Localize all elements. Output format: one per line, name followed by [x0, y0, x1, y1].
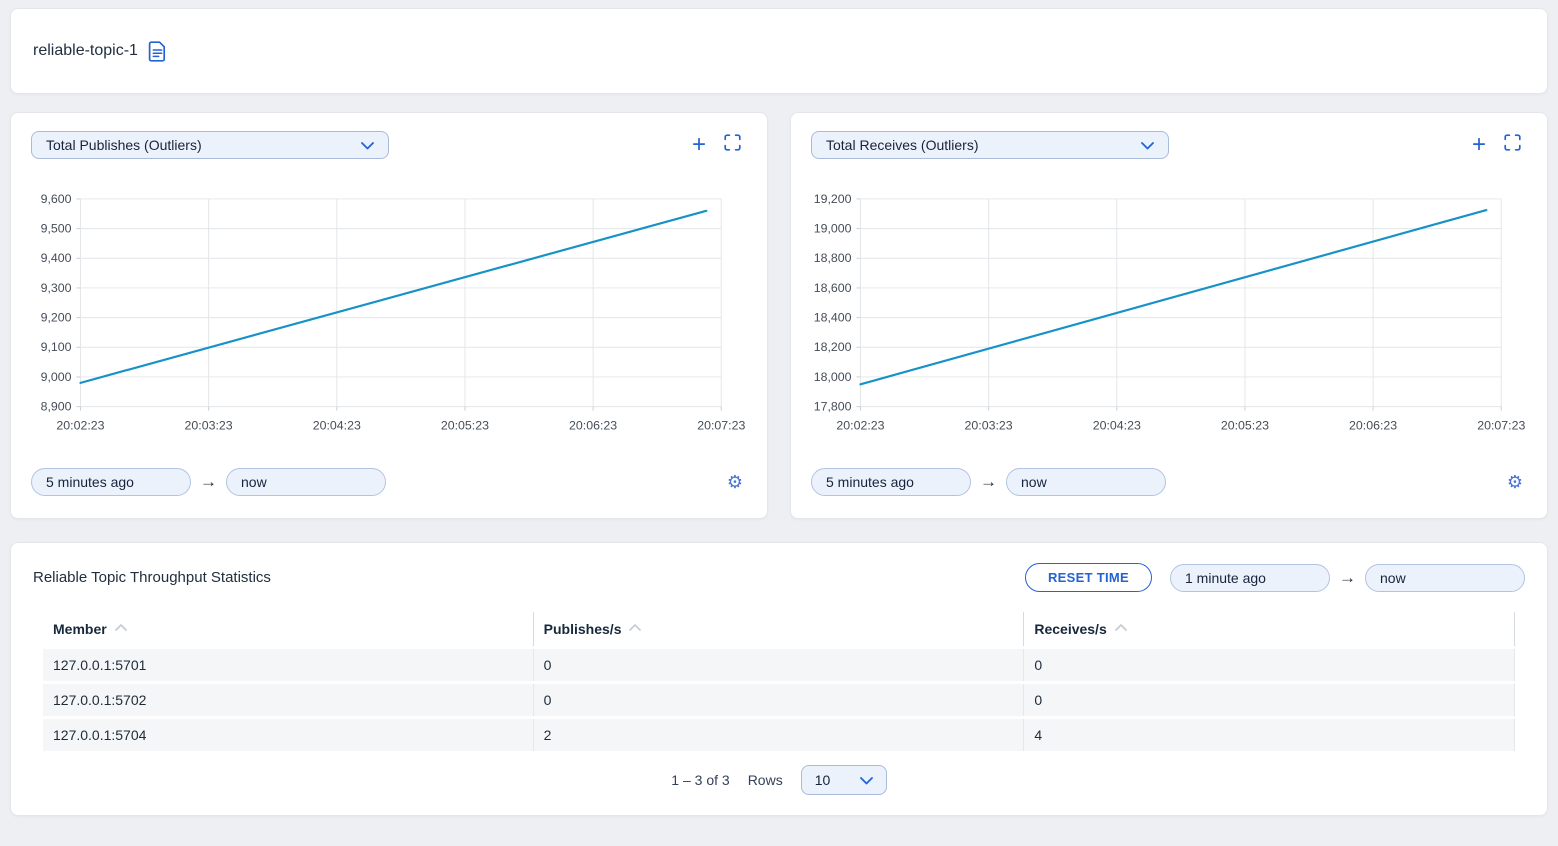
svg-text:9,400: 9,400: [41, 251, 72, 265]
rows-label: Rows: [747, 772, 783, 789]
svg-text:20:05:23: 20:05:23: [1221, 418, 1269, 432]
metric-select[interactable]: Total Receives (Outliers): [811, 131, 1169, 159]
svg-text:8,900: 8,900: [41, 400, 72, 414]
cell-publishes: 2: [532, 719, 1024, 752]
chart-toolbar: Total Publishes (Outliers) +: [31, 131, 747, 159]
arrow-right-icon: →: [200, 472, 217, 492]
chart-panel-total-publishes: Total Publishes (Outliers) + 8,900 9,000 9…: [10, 112, 768, 520]
time-to-input[interactable]: now: [226, 468, 386, 497]
svg-text:20:06:23: 20:06:23: [569, 418, 617, 432]
svg-text:17,800: 17,800: [814, 400, 852, 414]
svg-text:18,200: 18,200: [814, 340, 852, 354]
svg-text:20:03:23: 20:03:23: [185, 418, 233, 432]
settings-gear-icon[interactable]: ⚙: [1506, 472, 1523, 493]
chevron-down-icon: [859, 772, 873, 788]
sort-caret-icon: [1114, 624, 1127, 632]
svg-text:9,200: 9,200: [41, 311, 72, 325]
line-chart-total-receives: 17,800 18,000 18,200 18,400 18,600 18,800 19,0…: [814, 192, 1526, 432]
column-header-member[interactable]: Member: [43, 612, 533, 646]
svg-text:19,000: 19,000: [814, 222, 852, 236]
column-header-publishes[interactable]: Publishes/s: [532, 612, 1024, 647]
arrow-right-icon: →: [980, 472, 997, 492]
fullscreen-icon[interactable]: [724, 134, 741, 156]
line-chart-total-publishes: 8,900 9,000 9,100 9,200 9,300 9,400 9,500 9,600…: [41, 192, 746, 432]
cell-receives: 4: [1023, 719, 1516, 752]
toolbar-icons: +: [1471, 131, 1527, 158]
table-body: 127.0.0.1:5701 0 0 127.0.0.1:5702 0 0 127.0.0.…: [43, 649, 1516, 752]
add-chart-icon[interactable]: +: [691, 131, 706, 158]
svg-text:20:07:23: 20:07:23: [697, 418, 745, 432]
cell-member: 127.0.0.1:5704: [53, 727, 147, 744]
stats-time-to-input[interactable]: now: [1365, 563, 1525, 592]
page-title: reliable-topic-1: [33, 42, 138, 59]
table-row[interactable]: 127.0.0.1:5702 0 0: [43, 684, 1516, 717]
chart-toolbar: Total Receives (Outliers) +: [811, 131, 1527, 159]
stats-time-controls: RESET TIME 1 minute ago → now: [1024, 563, 1525, 593]
time-from-input[interactable]: 5 minutes ago: [811, 468, 971, 497]
svg-text:20:06:23: 20:06:23: [1349, 418, 1397, 432]
svg-text:9,100: 9,100: [41, 340, 72, 354]
column-header-receives[interactable]: Receives/s: [1023, 612, 1516, 647]
svg-text:20:02:23: 20:02:23: [56, 418, 104, 432]
svg-text:9,500: 9,500: [41, 222, 72, 236]
arrow-right-icon: →: [1339, 567, 1356, 587]
svg-text:20:07:23: 20:07:23: [1477, 418, 1525, 432]
fullscreen-icon[interactable]: [1504, 134, 1521, 156]
reset-time-button[interactable]: RESET TIME: [1024, 563, 1152, 593]
cell-member: 127.0.0.1:5702: [53, 692, 147, 709]
settings-gear-icon[interactable]: ⚙: [726, 472, 743, 493]
svg-text:9,300: 9,300: [41, 281, 72, 295]
time-to-input[interactable]: now: [1006, 468, 1166, 497]
stats-time-from-input[interactable]: 1 minute ago: [1170, 563, 1330, 592]
table-header-row: Member Publishes/s Receives/s: [43, 612, 1516, 647]
svg-text:20:05:23: 20:05:23: [441, 418, 489, 432]
metric-select-value: Total Publishes (Outliers): [46, 137, 202, 153]
chevron-down-icon: [1141, 137, 1154, 153]
cell-publishes: 0: [532, 649, 1024, 682]
column-label: Receives/s: [1034, 621, 1107, 638]
svg-text:19,200: 19,200: [814, 192, 852, 206]
metric-select-value: Total Receives (Outliers): [826, 137, 979, 153]
svg-text:20:03:23: 20:03:23: [965, 418, 1013, 432]
cell-receives: 0: [1023, 684, 1516, 717]
cell-publishes: 0: [532, 684, 1024, 717]
chart-time-controls: 5 minutes ago → now ⚙: [31, 468, 747, 497]
svg-text:18,400: 18,400: [814, 311, 852, 325]
pagination-range: 1 – 3 of 3: [671, 772, 730, 789]
table-row[interactable]: 127.0.0.1:5704 2 4: [43, 719, 1516, 752]
svg-text:9,600: 9,600: [41, 192, 72, 206]
rows-per-page-value: 10: [814, 772, 831, 789]
column-label: Publishes/s: [543, 621, 622, 638]
toolbar-icons: +: [691, 131, 747, 158]
add-chart-icon[interactable]: +: [1471, 131, 1486, 158]
cell-member: 127.0.0.1:5701: [53, 657, 147, 674]
svg-text:9,000: 9,000: [41, 370, 72, 384]
chart-time-controls: 5 minutes ago → now ⚙: [811, 468, 1527, 497]
svg-text:18,600: 18,600: [814, 281, 852, 295]
metric-select[interactable]: Total Publishes (Outliers): [31, 131, 389, 159]
svg-text:20:04:23: 20:04:23: [1093, 418, 1141, 432]
sort-caret-icon: [114, 624, 127, 632]
rows-per-page-select[interactable]: 10: [800, 765, 887, 796]
stats-panel-title: Reliable Topic Throughput Statistics: [33, 569, 271, 587]
svg-text:18,800: 18,800: [814, 251, 852, 265]
chart-panel-total-receives: Total Receives (Outliers) + 17,800 18,000…: [790, 112, 1548, 520]
throughput-stats-panel: Reliable Topic Throughput Statistics RES…: [10, 542, 1548, 817]
svg-text:18,000: 18,000: [814, 370, 852, 384]
pagination: 1 – 3 of 3 Rows 10: [33, 765, 1525, 796]
document-icon[interactable]: [148, 40, 167, 62]
topic-header: reliable-topic-1: [10, 8, 1548, 94]
table-row[interactable]: 127.0.0.1:5701 0 0: [43, 649, 1516, 682]
cell-receives: 0: [1023, 649, 1516, 682]
stats-header: Reliable Topic Throughput Statistics RES…: [33, 563, 1525, 593]
throughput-table: Member Publishes/s Receives/s 127.0.0.1:…: [43, 612, 1516, 752]
charts-row: Total Publishes (Outliers) + 8,900 9,000 9…: [10, 112, 1548, 520]
time-from-input[interactable]: 5 minutes ago: [31, 468, 191, 497]
chevron-down-icon: [361, 137, 374, 153]
column-label: Member: [53, 621, 107, 638]
sort-caret-icon: [629, 624, 642, 632]
svg-text:20:04:23: 20:04:23: [313, 418, 361, 432]
svg-text:20:02:23: 20:02:23: [836, 418, 884, 432]
